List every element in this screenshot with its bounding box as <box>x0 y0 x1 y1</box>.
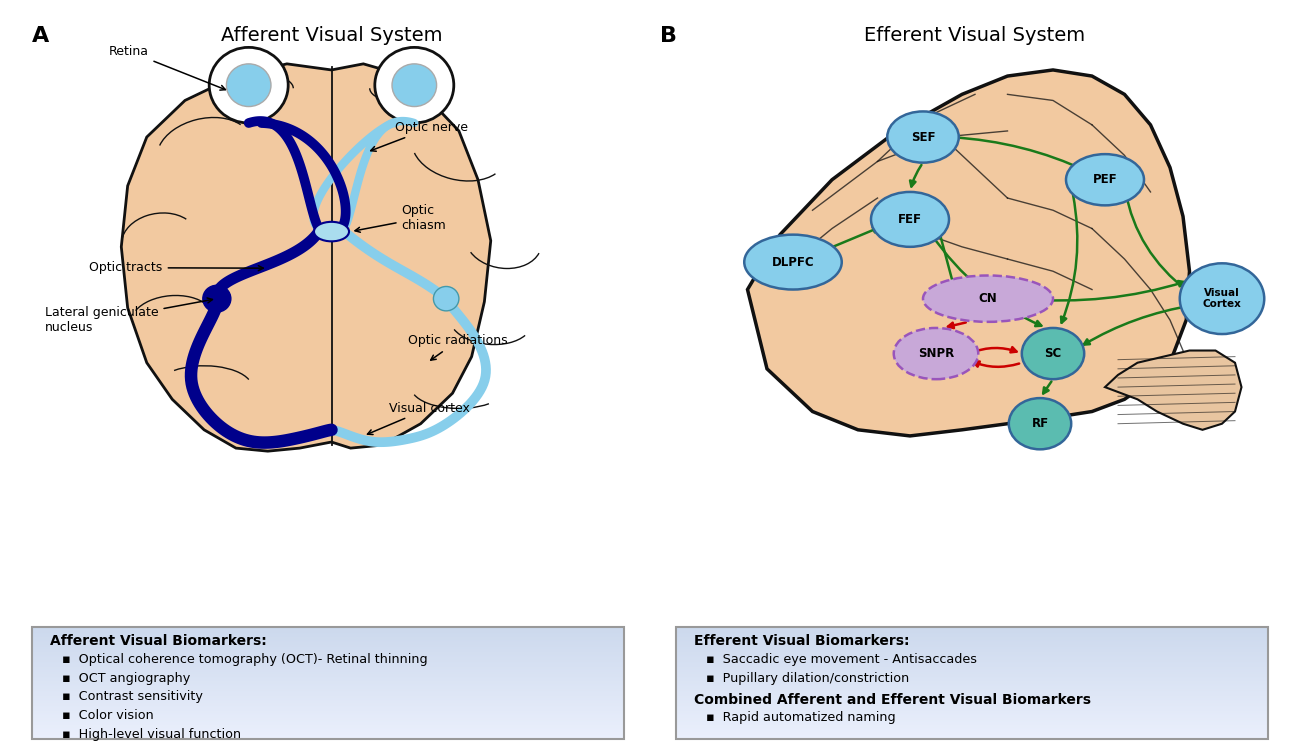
Text: ▪  Pupillary dilation/constriction: ▪ Pupillary dilation/constriction <box>706 672 909 684</box>
Text: SNPR: SNPR <box>918 347 954 360</box>
Circle shape <box>433 286 459 311</box>
Text: ▪  OCT angiography: ▪ OCT angiography <box>62 672 191 684</box>
Text: PEF: PEF <box>1093 173 1117 186</box>
Ellipse shape <box>1022 328 1084 380</box>
Text: DLPFC: DLPFC <box>772 255 814 269</box>
Text: Visual
Cortex: Visual Cortex <box>1202 288 1242 309</box>
Text: ▪  Color vision: ▪ Color vision <box>62 709 153 722</box>
Text: SC: SC <box>1044 347 1062 360</box>
Text: Optic tracts: Optic tracts <box>90 261 264 274</box>
Text: Combined Afferent and Efferent Visual Biomarkers: Combined Afferent and Efferent Visual Bi… <box>694 693 1091 706</box>
Ellipse shape <box>315 222 348 242</box>
Text: Optic nerve: Optic nerve <box>370 121 468 151</box>
Ellipse shape <box>1180 264 1264 334</box>
Text: FEF: FEF <box>898 213 922 226</box>
Ellipse shape <box>744 235 842 289</box>
Text: Efferent Visual Biomarkers:: Efferent Visual Biomarkers: <box>694 634 909 648</box>
Text: ▪  Saccadic eye movement - Antisaccades: ▪ Saccadic eye movement - Antisaccades <box>706 653 976 666</box>
Text: Optic
chiasm: Optic chiasm <box>355 203 446 232</box>
Text: Lateral geniculate
nucleus: Lateral geniculate nucleus <box>44 298 212 334</box>
Circle shape <box>226 64 270 106</box>
Text: SEF: SEF <box>911 130 935 144</box>
Text: Efferent Visual System: Efferent Visual System <box>864 26 1086 45</box>
Text: Afferent Visual System: Afferent Visual System <box>221 26 442 45</box>
Ellipse shape <box>1066 154 1144 206</box>
Ellipse shape <box>887 111 959 163</box>
Circle shape <box>203 285 231 312</box>
Polygon shape <box>747 70 1190 436</box>
Text: ▪  High-level visual function: ▪ High-level visual function <box>62 727 242 741</box>
Circle shape <box>209 47 289 123</box>
Text: ▪  Rapid automatized naming: ▪ Rapid automatized naming <box>706 712 896 724</box>
Text: CN: CN <box>979 292 997 305</box>
Text: RF: RF <box>1031 417 1049 430</box>
Text: Visual cortex: Visual cortex <box>368 401 469 434</box>
Text: Retina: Retina <box>109 44 225 90</box>
Ellipse shape <box>1009 398 1071 450</box>
Text: ▪  Contrast sensitivity: ▪ Contrast sensitivity <box>62 691 203 703</box>
Ellipse shape <box>871 192 949 247</box>
Circle shape <box>374 47 454 123</box>
Text: B: B <box>659 26 677 46</box>
Circle shape <box>393 64 437 106</box>
Polygon shape <box>1105 350 1242 430</box>
Text: ▪  Optical coherence tomography (OCT)- Retinal thinning: ▪ Optical coherence tomography (OCT)- Re… <box>62 653 428 666</box>
Ellipse shape <box>923 276 1053 322</box>
Ellipse shape <box>894 328 978 380</box>
Text: Afferent Visual Biomarkers:: Afferent Visual Biomarkers: <box>51 634 266 648</box>
Polygon shape <box>121 64 491 451</box>
Text: A: A <box>32 26 49 46</box>
Text: Optic radiations: Optic radiations <box>408 334 507 360</box>
